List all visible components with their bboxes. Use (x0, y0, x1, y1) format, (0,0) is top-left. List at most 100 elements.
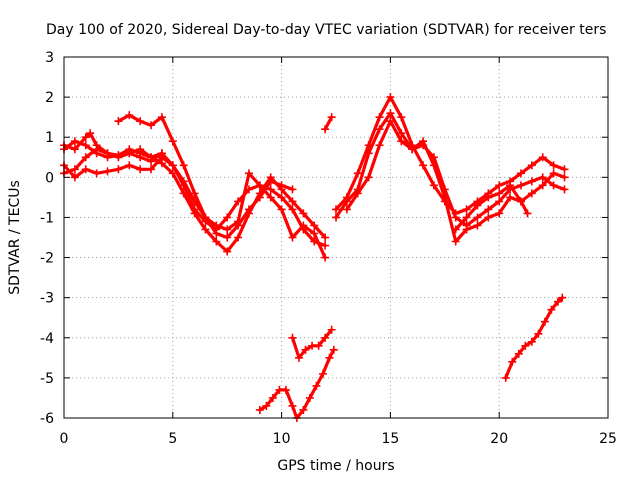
data-point (288, 197, 297, 206)
data-point (318, 369, 327, 378)
data-point (255, 181, 264, 190)
data-point (281, 385, 290, 394)
x-axis-label: GPS time / hours (277, 458, 394, 474)
data-point (321, 253, 330, 262)
series-track-12 (288, 325, 336, 362)
data-point (419, 137, 428, 146)
data-point (540, 317, 549, 326)
data-point (332, 213, 340, 222)
data-point (299, 405, 308, 414)
x-tick-label: 10 (273, 431, 291, 447)
data-point (495, 209, 504, 218)
data-point (321, 333, 330, 342)
x-tick-label: 25 (599, 431, 617, 447)
data-point (506, 181, 515, 190)
data-point (386, 93, 395, 102)
data-point (538, 173, 547, 182)
data-point (342, 197, 351, 206)
data-point (501, 373, 510, 382)
data-point (255, 193, 264, 202)
data-point (212, 229, 221, 238)
data-point (234, 197, 243, 206)
data-point (527, 161, 536, 170)
data-point (419, 161, 428, 170)
data-point (234, 221, 243, 230)
y-axis-label: SDTVAR / TECUs (7, 180, 23, 295)
data-point (92, 141, 101, 150)
data-point (114, 165, 123, 174)
data-point (157, 149, 166, 158)
data-point (136, 165, 145, 174)
data-point (190, 205, 199, 214)
data-point (305, 393, 314, 402)
data-point (327, 113, 336, 122)
data-point (70, 137, 79, 146)
data-point (440, 193, 449, 202)
data-point (375, 113, 384, 122)
data-point (288, 401, 297, 410)
data-point (212, 221, 221, 230)
data-point (408, 145, 417, 154)
data-point (495, 189, 504, 198)
data-point (397, 137, 406, 146)
data-point (375, 125, 384, 134)
data-point (70, 165, 79, 174)
data-point (125, 145, 134, 154)
data-point (125, 161, 134, 170)
y-tick-label: 2 (45, 90, 54, 106)
series-track-9 (342, 117, 569, 246)
data-point (473, 213, 482, 222)
data-point (508, 357, 517, 366)
data-point (558, 293, 567, 302)
data-point (353, 189, 362, 198)
data-point (147, 165, 156, 174)
data-point (81, 153, 90, 162)
data-point (353, 169, 362, 178)
series-line (258, 348, 336, 420)
data-point (547, 305, 556, 314)
data-point (262, 401, 271, 410)
data-point (523, 209, 532, 218)
data-point (364, 173, 373, 182)
data-point (266, 193, 275, 202)
data-point (234, 233, 243, 242)
data-point (451, 225, 460, 234)
data-point (147, 153, 156, 162)
data-point (514, 349, 523, 358)
data-point (506, 193, 515, 202)
data-point (70, 145, 79, 154)
data-point (527, 337, 536, 346)
data-point (314, 341, 323, 350)
data-point (190, 189, 199, 198)
data-point (201, 225, 210, 234)
data-point (451, 237, 460, 246)
data-point (310, 229, 319, 238)
y-tick-label: -6 (40, 411, 54, 427)
data-point (103, 167, 112, 176)
data-point (516, 181, 525, 190)
series-line (504, 296, 564, 380)
series-track-5 (114, 111, 297, 242)
data-point (223, 247, 232, 256)
data-point (299, 221, 308, 230)
data-point (212, 237, 221, 246)
series-line (323, 115, 334, 131)
data-point (321, 241, 330, 250)
series-track-4 (60, 129, 166, 162)
data-point (136, 117, 145, 126)
series-track-10 (451, 181, 532, 234)
data-point (266, 185, 275, 194)
y-tick-label: 1 (45, 130, 54, 146)
data-point (527, 189, 536, 198)
data-point (321, 233, 330, 242)
data-point (295, 353, 304, 362)
data-point (266, 177, 275, 186)
y-tick-label: 0 (45, 170, 54, 186)
data-point (560, 165, 569, 174)
series-line (454, 183, 530, 232)
data-point (114, 117, 123, 126)
plot-frame (63, 56, 609, 419)
series-track-6 (321, 113, 336, 134)
data-point (538, 153, 547, 162)
